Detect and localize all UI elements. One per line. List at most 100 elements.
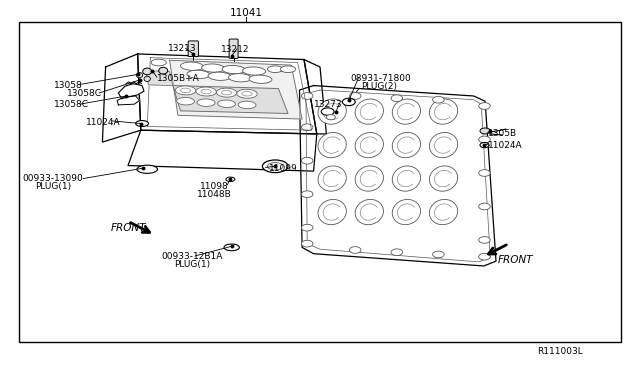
- Ellipse shape: [433, 251, 444, 258]
- Text: 00933-12B1A: 00933-12B1A: [161, 252, 223, 261]
- Ellipse shape: [197, 99, 215, 106]
- Ellipse shape: [180, 88, 191, 93]
- Ellipse shape: [137, 165, 157, 173]
- Text: PLUG(1): PLUG(1): [35, 182, 71, 191]
- Ellipse shape: [175, 86, 196, 95]
- Ellipse shape: [391, 95, 403, 102]
- Text: 11099: 11099: [269, 164, 298, 173]
- Polygon shape: [300, 86, 496, 266]
- Ellipse shape: [301, 93, 313, 99]
- Ellipse shape: [242, 92, 252, 96]
- Text: 1305B: 1305B: [488, 129, 517, 138]
- Ellipse shape: [159, 67, 168, 74]
- Ellipse shape: [301, 191, 313, 198]
- Ellipse shape: [480, 142, 489, 148]
- Text: 11041: 11041: [230, 8, 263, 18]
- Ellipse shape: [180, 62, 204, 70]
- Ellipse shape: [208, 72, 231, 80]
- Polygon shape: [173, 86, 288, 113]
- Polygon shape: [128, 130, 317, 171]
- Ellipse shape: [479, 136, 490, 143]
- Ellipse shape: [429, 199, 458, 225]
- Ellipse shape: [301, 240, 313, 247]
- Text: 13058: 13058: [54, 81, 83, 90]
- Ellipse shape: [224, 244, 239, 251]
- Ellipse shape: [187, 70, 210, 78]
- Text: 11024A: 11024A: [86, 118, 121, 126]
- Ellipse shape: [321, 108, 334, 115]
- Ellipse shape: [238, 101, 256, 109]
- Ellipse shape: [216, 88, 237, 97]
- Ellipse shape: [226, 177, 235, 182]
- Ellipse shape: [136, 73, 143, 78]
- Ellipse shape: [301, 124, 313, 131]
- Ellipse shape: [318, 199, 346, 225]
- Text: PLUG(2): PLUG(2): [362, 82, 397, 91]
- Text: FRONT: FRONT: [110, 223, 146, 232]
- Ellipse shape: [318, 99, 346, 124]
- Ellipse shape: [151, 59, 166, 66]
- Ellipse shape: [196, 87, 216, 96]
- Ellipse shape: [318, 132, 346, 158]
- Ellipse shape: [222, 65, 245, 74]
- Text: 13212: 13212: [221, 45, 250, 54]
- Ellipse shape: [301, 157, 313, 164]
- Ellipse shape: [349, 247, 361, 253]
- Ellipse shape: [429, 132, 458, 158]
- Text: 08931-71800: 08931-71800: [351, 74, 412, 83]
- Ellipse shape: [479, 103, 490, 109]
- Ellipse shape: [479, 237, 490, 243]
- Ellipse shape: [480, 128, 490, 134]
- Ellipse shape: [355, 132, 383, 158]
- Text: 13058C: 13058C: [54, 100, 90, 109]
- Polygon shape: [117, 96, 140, 105]
- Text: 11024A: 11024A: [488, 141, 522, 150]
- Ellipse shape: [237, 89, 257, 98]
- Polygon shape: [146, 71, 173, 86]
- Ellipse shape: [243, 67, 266, 75]
- Ellipse shape: [280, 66, 296, 73]
- Ellipse shape: [268, 163, 283, 170]
- Text: 11098: 11098: [200, 182, 228, 190]
- Ellipse shape: [136, 121, 148, 126]
- Ellipse shape: [433, 96, 444, 103]
- Ellipse shape: [392, 132, 420, 158]
- Ellipse shape: [355, 99, 383, 124]
- Ellipse shape: [392, 199, 420, 225]
- Text: R111003L: R111003L: [538, 347, 583, 356]
- Polygon shape: [138, 54, 317, 134]
- FancyBboxPatch shape: [229, 39, 238, 58]
- Ellipse shape: [144, 76, 150, 81]
- Ellipse shape: [392, 166, 420, 191]
- Ellipse shape: [249, 75, 272, 83]
- Text: 1305B+A: 1305B+A: [157, 74, 200, 83]
- Ellipse shape: [268, 66, 283, 73]
- Ellipse shape: [355, 199, 383, 225]
- Polygon shape: [304, 60, 326, 134]
- Ellipse shape: [201, 89, 211, 94]
- Polygon shape: [118, 84, 144, 99]
- Text: 00933-13090: 00933-13090: [22, 174, 83, 183]
- Polygon shape: [170, 60, 302, 119]
- FancyBboxPatch shape: [188, 41, 198, 57]
- Ellipse shape: [143, 68, 152, 75]
- Ellipse shape: [479, 253, 490, 260]
- Text: 13058C: 13058C: [67, 89, 102, 98]
- Text: PLUG(1): PLUG(1): [174, 260, 210, 269]
- Ellipse shape: [326, 115, 335, 120]
- Text: 13213: 13213: [168, 44, 196, 53]
- Ellipse shape: [228, 74, 252, 82]
- Bar: [19, 22, 621, 342]
- Ellipse shape: [262, 160, 288, 173]
- Text: FRONT: FRONT: [498, 255, 533, 264]
- Ellipse shape: [429, 99, 458, 124]
- Ellipse shape: [218, 100, 236, 108]
- Ellipse shape: [301, 224, 313, 231]
- Ellipse shape: [429, 166, 458, 191]
- Text: 13273: 13273: [314, 100, 342, 109]
- Ellipse shape: [202, 64, 225, 72]
- Text: 11048B: 11048B: [197, 190, 232, 199]
- Ellipse shape: [479, 170, 490, 176]
- Ellipse shape: [479, 203, 490, 210]
- Ellipse shape: [318, 166, 346, 191]
